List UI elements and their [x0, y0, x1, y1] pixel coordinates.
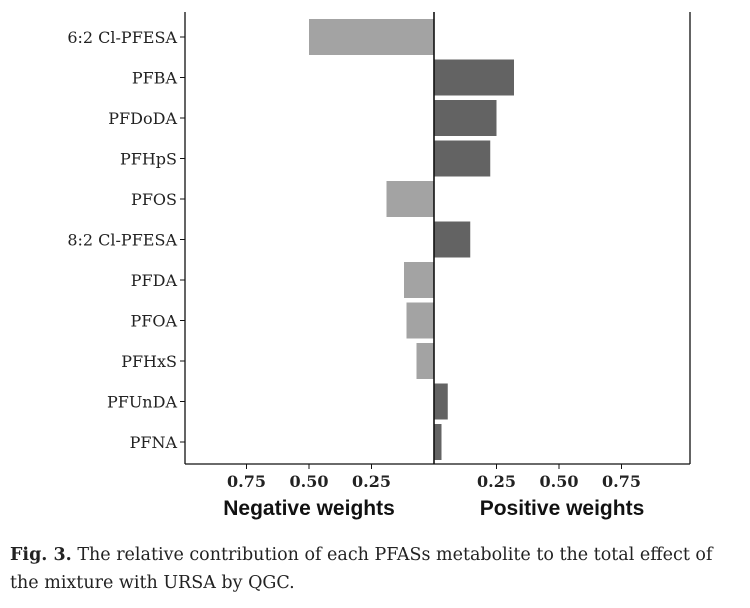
- x-tick-label: 0.25: [352, 472, 391, 491]
- negative-bar: [309, 19, 434, 55]
- x-tick-label: 0.25: [477, 472, 516, 491]
- category-label: PFUnDA: [107, 393, 177, 412]
- negative-bar: [404, 262, 434, 298]
- positive-axis-title: Positive weights: [480, 497, 645, 520]
- category-label: PFOS: [131, 190, 177, 209]
- x-tick-label: 0.50: [540, 472, 579, 491]
- x-tick-label: 0.75: [602, 472, 641, 491]
- negative-bar: [406, 302, 434, 339]
- x-tick-label: 0.75: [227, 472, 266, 491]
- positive-bar: [434, 100, 497, 136]
- figure-caption: Fig. 3. The relative contribution of eac…: [10, 541, 745, 597]
- category-label: PFBA: [132, 69, 178, 88]
- category-label: PFDoDA: [108, 109, 177, 128]
- negative-bar: [386, 181, 434, 217]
- caption-text: The relative contribution of each PFASs …: [10, 545, 713, 593]
- category-label: PFHxS: [121, 352, 177, 371]
- category-label: PFNA: [130, 433, 178, 452]
- category-label: PFDA: [131, 271, 178, 290]
- positive-bar: [434, 140, 491, 177]
- positive-bar: [434, 221, 471, 258]
- category-label: 6:2 Cl-PFESA: [67, 28, 177, 47]
- category-label: PFHpS: [120, 150, 177, 169]
- chart: 6:2 Cl-PFESA PFBA PFDoDA PFHpS PFOS 8:2 Cl-PF…: [67, 12, 691, 520]
- plot-area: 6:2 Cl-PFESA PFBA PFDoDA PFHpS PFOS 8:2 Cl-PF…: [67, 12, 691, 520]
- positive-bar: [434, 424, 442, 460]
- positive-bar: [434, 383, 448, 420]
- x-tick-label: 0.50: [290, 472, 329, 491]
- category-label: PFOA: [130, 312, 177, 331]
- negative-bar: [416, 343, 434, 379]
- caption-label: Fig. 3.: [10, 545, 72, 565]
- category-label: 8:2 Cl-PFESA: [67, 231, 177, 250]
- positive-bar: [434, 59, 514, 96]
- negative-axis-title: Negative weights: [223, 497, 395, 520]
